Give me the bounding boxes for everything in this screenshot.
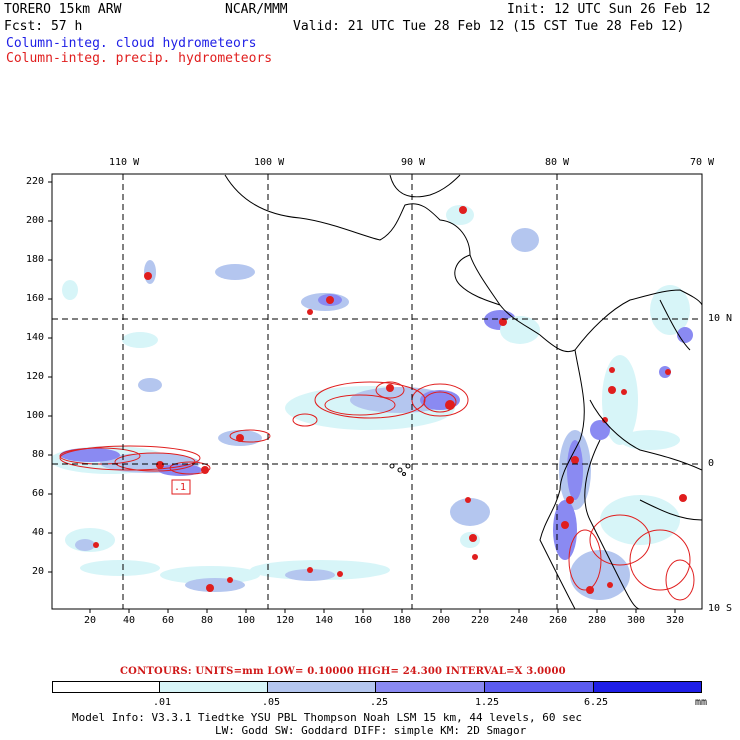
axis-ticks [48,181,676,613]
legend-swatch [594,682,701,692]
x-tick-label: 220 [471,615,490,626]
lon-label-110w: 110 W [109,157,140,168]
y-tick-label: 100 [26,410,45,421]
legend-swatch [160,682,268,692]
init-time: Init: 12 UTC Sun 26 Feb 12 [507,2,711,17]
x-tick-label: 120 [276,615,295,626]
x-tick-label: 240 [510,615,529,626]
lat-label-10n: 10 N [708,313,733,324]
legend-swatch [376,682,485,692]
x-tick-label: 40 [123,615,136,626]
legend-label: .01 [153,697,172,708]
precip-contours [59,381,695,601]
forecast-hour: Fcst: 57 h [4,19,83,34]
precip-cores [93,206,687,594]
legend-swatch [485,682,594,692]
y-tick-label: 120 [26,371,45,382]
legend-label: 1.25 [475,697,500,708]
model-info-line1: Model Info: V3.3.1 Tiedtke YSU PBL Thomp… [72,711,582,724]
legend-label: .25 [370,697,389,708]
y-tick-label: 140 [26,332,45,343]
x-tick-label: 200 [432,615,451,626]
x-tick-label: 80 [201,615,214,626]
model-info-line2: LW: Godd SW: Goddard DIFF: simple KM: 2D… [215,724,527,737]
organization-label: NCAR/MMM [225,2,288,17]
x-tick-label: 140 [315,615,334,626]
lon-label-80w: 80 W [545,157,570,168]
y-tick-label: 60 [32,488,45,499]
legend-unit: mm [695,697,708,708]
x-tick-label: 260 [549,615,568,626]
x-tick-label: 160 [354,615,373,626]
legend-swatch [268,682,376,692]
y-tick-label: 80 [32,449,45,460]
lon-label-100w: 100 W [254,157,285,168]
y-tick-label: 160 [26,293,45,304]
y-tick-label: 20 [32,566,45,577]
y-tick-label: 40 [32,527,45,538]
contour-info: CONTOURS: UNITS=mm LOW= 0.10000 HIGH= 24… [120,666,566,677]
map-frame [51,173,703,610]
x-tick-label: 300 [627,615,646,626]
valid-time: Valid: 21 UTC Tue 28 Feb 12 (15 CST Tue … [293,19,685,34]
x-tick-label: 280 [588,615,607,626]
lon-label-90w: 90 W [401,157,426,168]
x-tick-label: 180 [393,615,412,626]
lat-label-10s: 10 S [708,603,733,614]
legend-swatch [53,682,160,692]
x-tick-label: 60 [162,615,175,626]
x-tick-label: 320 [666,615,685,626]
hydrometeor-field [52,174,702,609]
color-legend-bar [52,681,702,693]
lat-label-0: 0 [708,458,715,469]
legend-label: 6.25 [584,697,609,708]
minimum-marker-box [171,479,191,495]
minimum-marker-label: .1 [174,482,187,493]
y-tick-label: 180 [26,254,45,265]
y-tick-label: 220 [26,176,45,187]
cloud-shading [52,205,693,600]
model-title: TORERO 15km ARW [4,2,122,17]
lat-lon-grid [52,174,702,609]
legend-label: .05 [262,697,281,708]
field-cloud-label: Column-integ. cloud hydrometeors [6,36,257,51]
x-tick-label: 100 [237,615,256,626]
field-precip-label: Column-integ. precip. hydrometeors [6,51,273,66]
coastlines [224,174,702,609]
x-tick-label: 20 [84,615,97,626]
lon-label-70w: 70 W [690,157,715,168]
y-tick-label: 200 [26,215,45,226]
